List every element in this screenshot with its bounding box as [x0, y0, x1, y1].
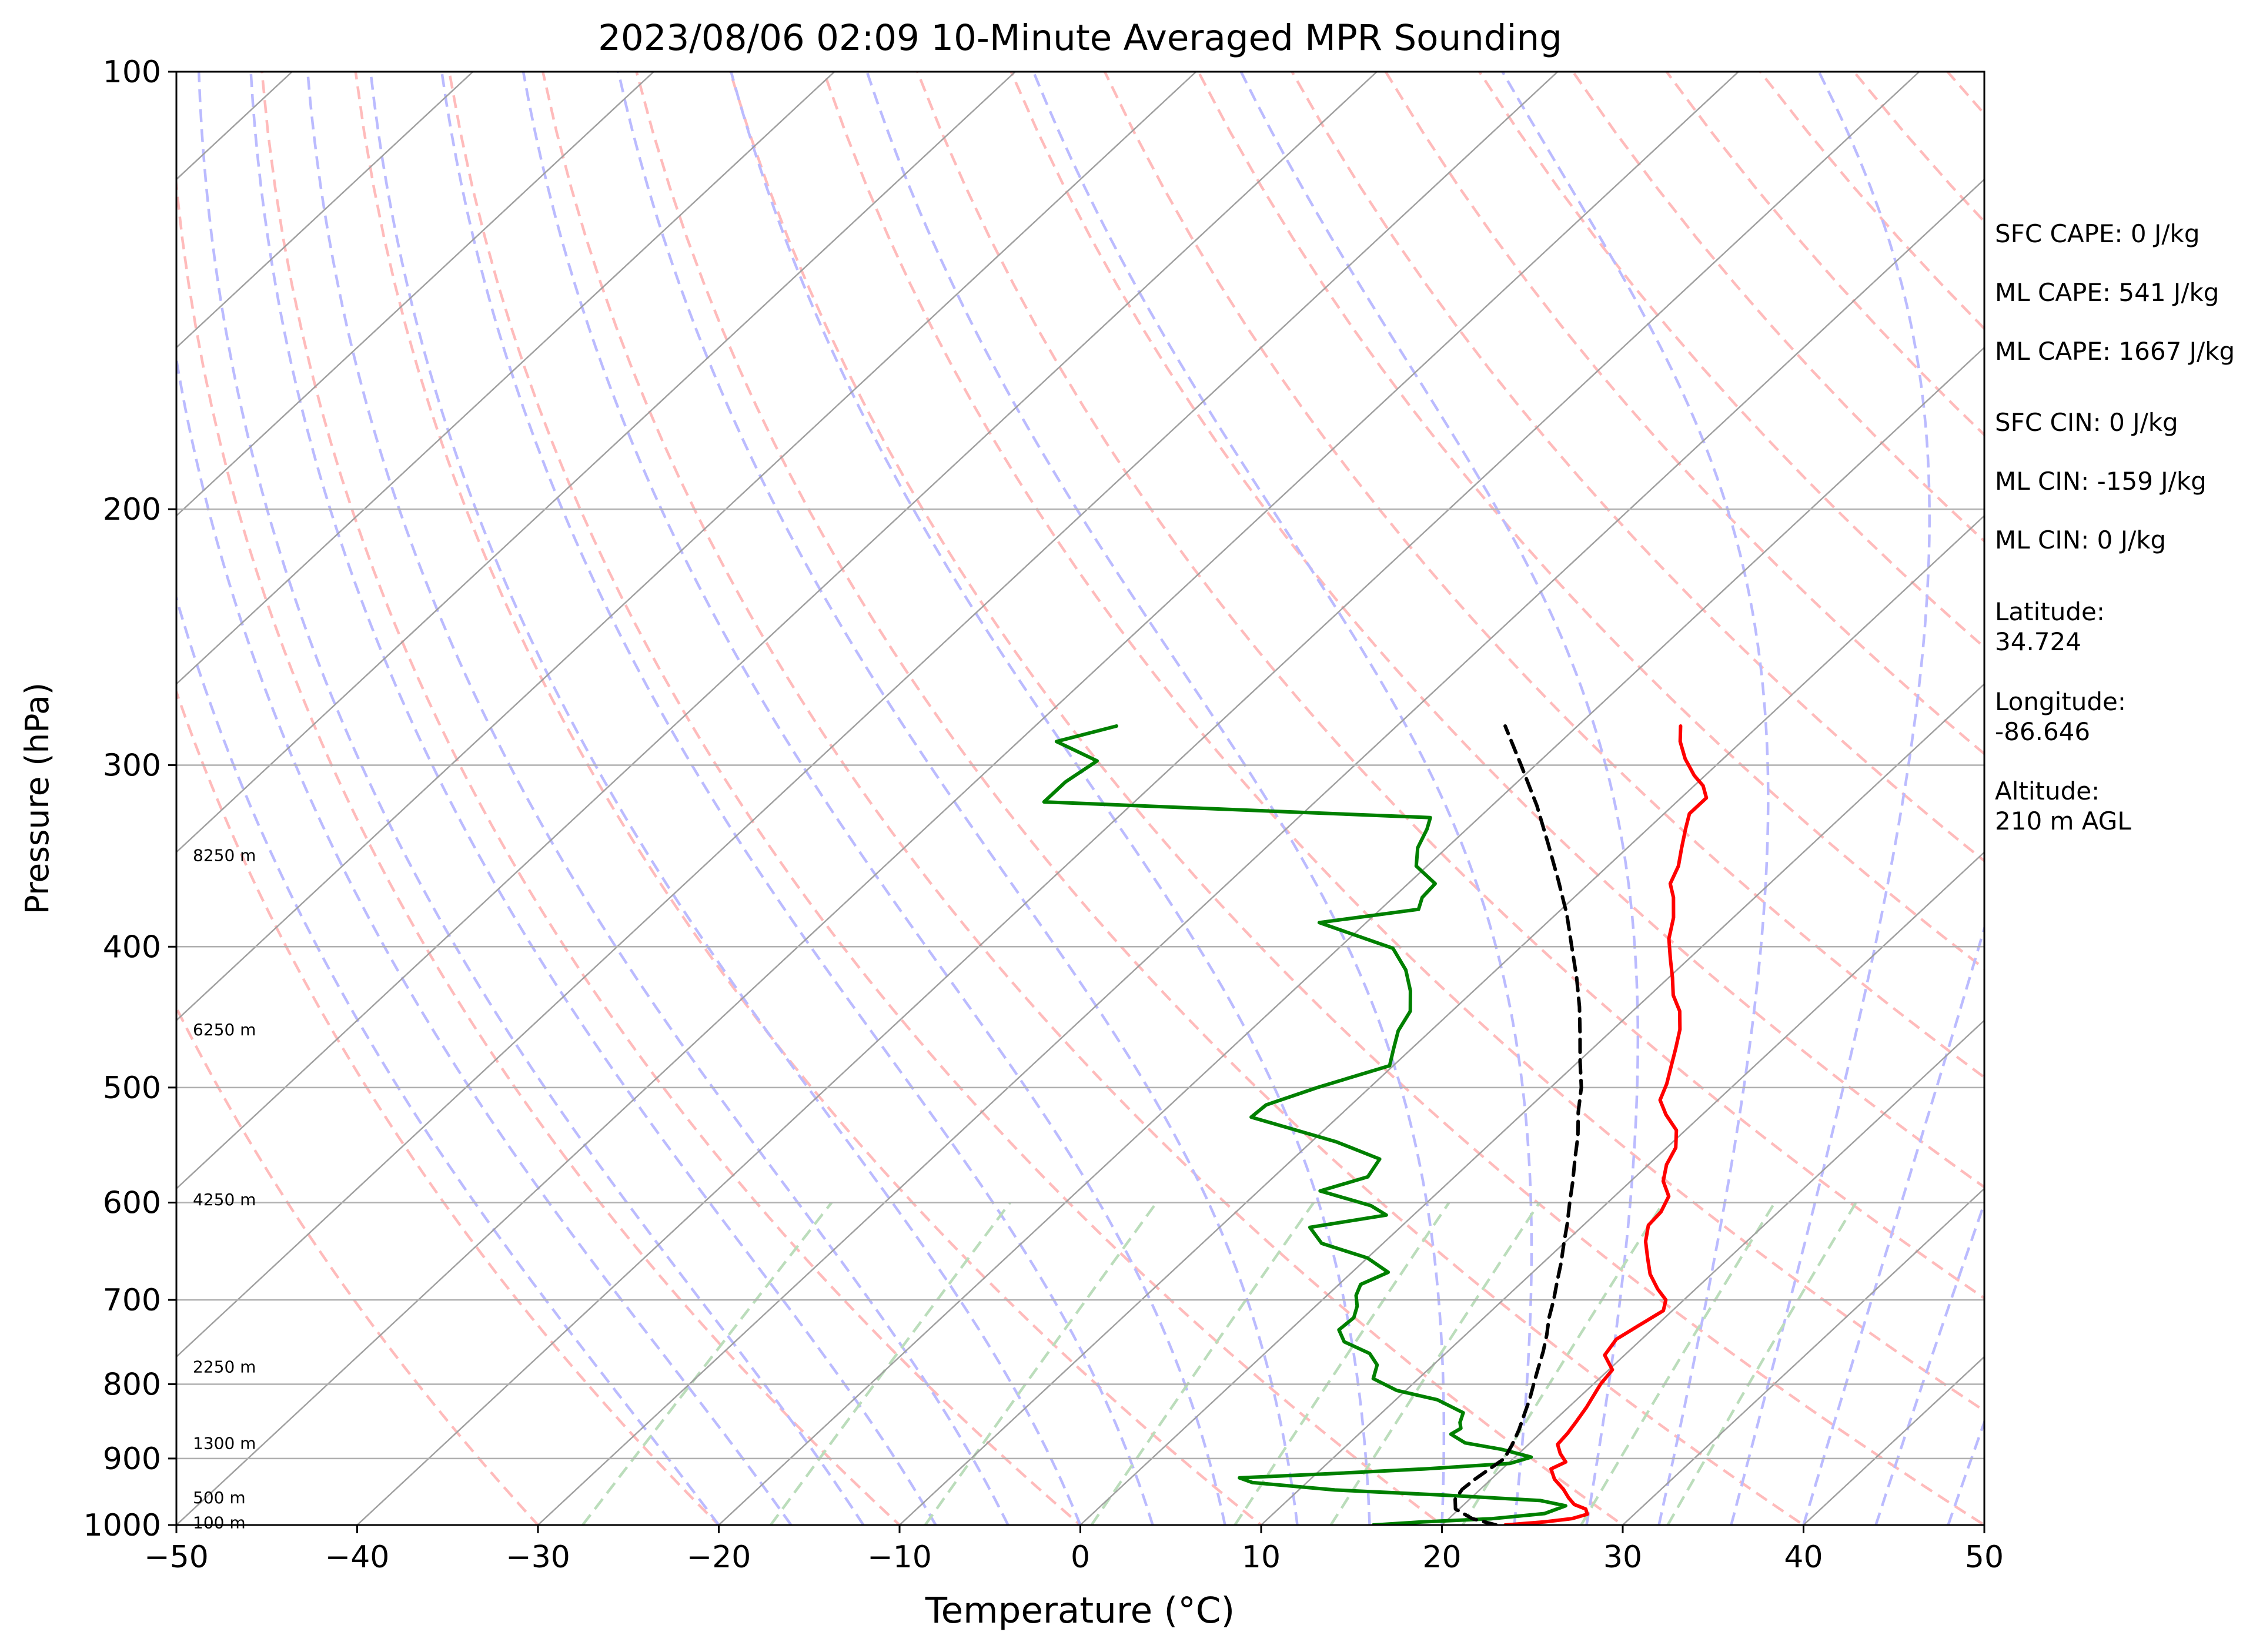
- y-tick-label: 100: [103, 55, 161, 90]
- longitude-value: -86.646: [1995, 717, 2090, 746]
- height-label: 8250 m: [193, 846, 256, 865]
- x-axis: −50 −40 −30 −20 −10 0 10 20 30 40 50: [144, 1525, 2004, 1575]
- height-label: 4250 m: [193, 1190, 256, 1209]
- x-tick-label: −20: [687, 1540, 751, 1575]
- latitude-label: Latitude:: [1995, 597, 2105, 626]
- y-tick-label: 300: [103, 748, 161, 783]
- y-tick-label: 600: [103, 1186, 161, 1221]
- dewpoint-line: [1044, 726, 1566, 1525]
- moist-adiabat: [1241, 72, 1638, 1525]
- ml-cin-label: ML CIN: -159 J/kg: [1995, 467, 2207, 496]
- latitude-value: 34.724: [1995, 627, 2081, 656]
- dry-adiabat: [637, 72, 1850, 1556]
- y-tick-label: 900: [103, 1442, 161, 1477]
- x-tick-label: 0: [1071, 1540, 1090, 1575]
- dry-adiabat: [0, 72, 567, 1556]
- dry-adiabat: [356, 72, 1300, 1556]
- mixing-ratio-line: [1668, 1203, 1856, 1525]
- x-tick-label: 20: [1422, 1540, 1461, 1575]
- moist-adiabat: [1731, 72, 1930, 1525]
- dry-adiabat: [168, 72, 933, 1556]
- moist-adiabat: [370, 72, 1080, 1525]
- y-tick-label: 500: [103, 1071, 161, 1106]
- moist-adiabat: [251, 72, 936, 1525]
- x-axis-label: Temperature (°C): [925, 1590, 1235, 1631]
- y-tick-label: 800: [103, 1367, 161, 1402]
- isotherm: [538, 72, 2100, 1525]
- x-tick-label: 50: [1965, 1540, 2004, 1575]
- isotherm: [0, 72, 473, 1525]
- sfc-cin-label: SFC CIN: 0 J/kg: [1995, 408, 2178, 437]
- x-tick-label: −50: [144, 1540, 209, 1575]
- moist-adiabat: [105, 72, 719, 1525]
- dry-adiabat: [262, 72, 1117, 1556]
- x-tick-label: −40: [325, 1540, 390, 1575]
- x-tick-label: 30: [1603, 1540, 1642, 1575]
- parcel-path-line: [1455, 726, 1582, 1525]
- y-axis: 100 200 300 400 500 600 700 800 900 1000: [83, 55, 176, 1543]
- sfc-cape-label: SFC CAPE: 0 J/kg: [1995, 219, 2200, 248]
- background-lines: [0, 72, 2263, 1556]
- x-tick-label: −30: [506, 1540, 570, 1575]
- longitude-label: Longitude:: [1995, 687, 2126, 716]
- ml-cape-label: ML CAPE: 541 J/kg: [1995, 278, 2219, 307]
- isotherm: [357, 72, 1920, 1525]
- y-axis-label: Pressure (hPa): [18, 683, 56, 915]
- mixing-ratio-line: [771, 1203, 1010, 1525]
- altitude-value: 210 m AGL: [1995, 807, 2131, 835]
- height-label: 6250 m: [193, 1020, 256, 1039]
- ml-cin-label-2: ML CIN: 0 J/kg: [1995, 526, 2166, 554]
- moist-adiabat: [307, 72, 1008, 1525]
- x-tick-label: 10: [1242, 1540, 1281, 1575]
- y-tick-label: 400: [103, 929, 161, 965]
- isotherm: [0, 72, 654, 1525]
- y-tick-label: 1000: [83, 1508, 161, 1543]
- x-tick-label: 40: [1784, 1540, 1823, 1575]
- height-label: 500 m: [193, 1488, 246, 1507]
- moist-adiabat: [1502, 72, 1768, 1525]
- y-tick-label: 200: [103, 492, 161, 527]
- height-label: 1300 m: [193, 1433, 256, 1453]
- height-label: 100 m: [193, 1513, 246, 1533]
- stats-panel: SFC CAPE: 0 J/kg ML CAPE: 541 J/kg ML CA…: [1995, 219, 2235, 835]
- height-label: 2250 m: [193, 1357, 256, 1377]
- x-tick-label: −10: [867, 1540, 932, 1575]
- chart-title: 2023/08/06 02:09 10-Minute Averaged MPR …: [598, 17, 1562, 59]
- mixing-ratio-line: [583, 1203, 831, 1525]
- ml-cape-label-2: ML CAPE: 1667 J/kg: [1995, 337, 2235, 366]
- y-tick-label: 700: [103, 1283, 161, 1318]
- dry-adiabat: [2228, 72, 2263, 1556]
- mixing-ratio-line: [925, 1203, 1156, 1525]
- moist-adiabat: [1034, 72, 1532, 1525]
- moist-adiabat: [199, 72, 863, 1525]
- height-labels: 8250 m 6250 m 4250 m 2250 m 1300 m 500 m 100 m: [193, 846, 256, 1533]
- altitude-label: Altitude:: [1995, 777, 2100, 805]
